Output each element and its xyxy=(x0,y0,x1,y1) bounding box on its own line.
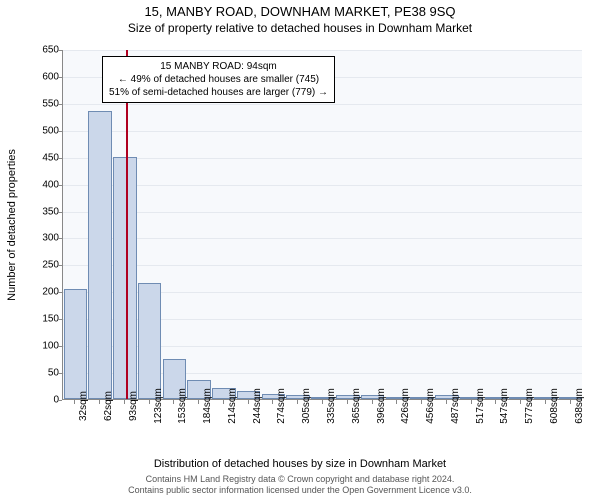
x-tick-label: 32sqm xyxy=(78,391,89,421)
y-tick-mark xyxy=(58,131,62,132)
x-tick-label: 608sqm xyxy=(549,388,560,424)
x-tick-label: 62sqm xyxy=(103,391,114,421)
x-tick-mark xyxy=(272,400,273,404)
y-tick-mark xyxy=(58,50,62,51)
y-tick-label: 600 xyxy=(29,71,59,82)
y-tick-mark xyxy=(58,158,62,159)
x-tick-label: 456sqm xyxy=(425,388,436,424)
x-tick-label: 244sqm xyxy=(252,388,263,424)
x-tick-label: 305sqm xyxy=(301,388,312,424)
caption-text: Contains HM Land Registry data © Crown c… xyxy=(0,474,600,496)
x-tick-label: 426sqm xyxy=(400,388,411,424)
x-tick-mark xyxy=(570,400,571,404)
y-tick-label: 150 xyxy=(29,314,59,325)
x-tick-mark xyxy=(520,400,521,404)
x-tick-mark xyxy=(446,400,447,404)
x-tick-mark xyxy=(495,400,496,404)
y-tick-mark xyxy=(58,212,62,213)
x-tick-label: 184sqm xyxy=(202,388,213,424)
histogram-bar xyxy=(64,289,88,399)
info-box: 15 MANBY ROAD: 94sqm← 49% of detached ho… xyxy=(102,56,335,103)
gridline xyxy=(63,158,582,159)
infobox-line-1: 15 MANBY ROAD: 94sqm xyxy=(109,60,328,73)
y-tick-label: 650 xyxy=(29,45,59,56)
x-tick-mark xyxy=(347,400,348,404)
x-tick-label: 274sqm xyxy=(276,388,287,424)
x-tick-mark xyxy=(173,400,174,404)
x-tick-mark xyxy=(396,400,397,404)
gridline xyxy=(63,50,582,51)
x-tick-mark xyxy=(124,400,125,404)
x-tick-label: 547sqm xyxy=(499,388,510,424)
x-tick-mark xyxy=(297,400,298,404)
gridline xyxy=(63,238,582,239)
x-tick-mark xyxy=(223,400,224,404)
infobox-line-2: ← 49% of detached houses are smaller (74… xyxy=(109,73,328,86)
y-tick-mark xyxy=(58,185,62,186)
histogram-bar xyxy=(113,157,137,399)
x-axis-label: Distribution of detached houses by size … xyxy=(0,458,600,470)
x-tick-label: 396sqm xyxy=(376,388,387,424)
histogram-bar xyxy=(88,111,112,399)
chart-title: 15, MANBY ROAD, DOWNHAM MARKET, PE38 9SQ xyxy=(0,0,600,19)
x-tick-mark xyxy=(149,400,150,404)
x-tick-label: 93sqm xyxy=(128,391,139,421)
x-tick-mark xyxy=(545,400,546,404)
y-tick-label: 300 xyxy=(29,233,59,244)
y-tick-label: 50 xyxy=(29,368,59,379)
y-tick-label: 350 xyxy=(29,206,59,217)
y-tick-label: 0 xyxy=(29,395,59,406)
x-tick-mark xyxy=(322,400,323,404)
x-tick-mark xyxy=(248,400,249,404)
x-tick-mark xyxy=(198,400,199,404)
x-tick-label: 365sqm xyxy=(351,388,362,424)
infobox-line-3: 51% of semi-detached houses are larger (… xyxy=(109,86,328,99)
caption-line-2: Contains public sector information licen… xyxy=(128,485,472,495)
x-tick-mark xyxy=(471,400,472,404)
y-tick-label: 200 xyxy=(29,287,59,298)
y-tick-label: 250 xyxy=(29,260,59,271)
x-tick-mark xyxy=(421,400,422,404)
x-tick-label: 335sqm xyxy=(326,388,337,424)
y-tick-label: 450 xyxy=(29,152,59,163)
gridline xyxy=(63,104,582,105)
y-tick-mark xyxy=(58,238,62,239)
x-tick-label: 214sqm xyxy=(227,388,238,424)
gridline xyxy=(63,212,582,213)
y-tick-mark xyxy=(58,292,62,293)
y-tick-label: 400 xyxy=(29,179,59,190)
gridline xyxy=(63,185,582,186)
caption-line-1: Contains HM Land Registry data © Crown c… xyxy=(146,474,455,484)
x-tick-label: 577sqm xyxy=(524,388,535,424)
x-tick-label: 517sqm xyxy=(475,388,486,424)
x-tick-label: 487sqm xyxy=(450,388,461,424)
y-tick-mark xyxy=(58,346,62,347)
x-tick-label: 638sqm xyxy=(574,388,585,424)
y-tick-mark xyxy=(58,104,62,105)
y-tick-mark xyxy=(58,373,62,374)
gridline xyxy=(63,131,582,132)
x-tick-mark xyxy=(372,400,373,404)
chart-container: 15, MANBY ROAD, DOWNHAM MARKET, PE38 9SQ… xyxy=(0,0,600,500)
chart-subtitle: Size of property relative to detached ho… xyxy=(0,19,600,35)
x-tick-mark xyxy=(99,400,100,404)
y-axis-label: Number of detached properties xyxy=(6,149,18,301)
histogram-bar xyxy=(138,283,162,399)
gridline xyxy=(63,265,582,266)
x-tick-label: 123sqm xyxy=(153,388,164,424)
y-tick-mark xyxy=(58,319,62,320)
y-tick-label: 550 xyxy=(29,98,59,109)
x-tick-mark xyxy=(74,400,75,404)
y-tick-mark xyxy=(58,77,62,78)
x-tick-label: 153sqm xyxy=(177,388,188,424)
y-tick-mark xyxy=(58,400,62,401)
y-tick-label: 500 xyxy=(29,125,59,136)
y-tick-label: 100 xyxy=(29,341,59,352)
y-tick-mark xyxy=(58,265,62,266)
